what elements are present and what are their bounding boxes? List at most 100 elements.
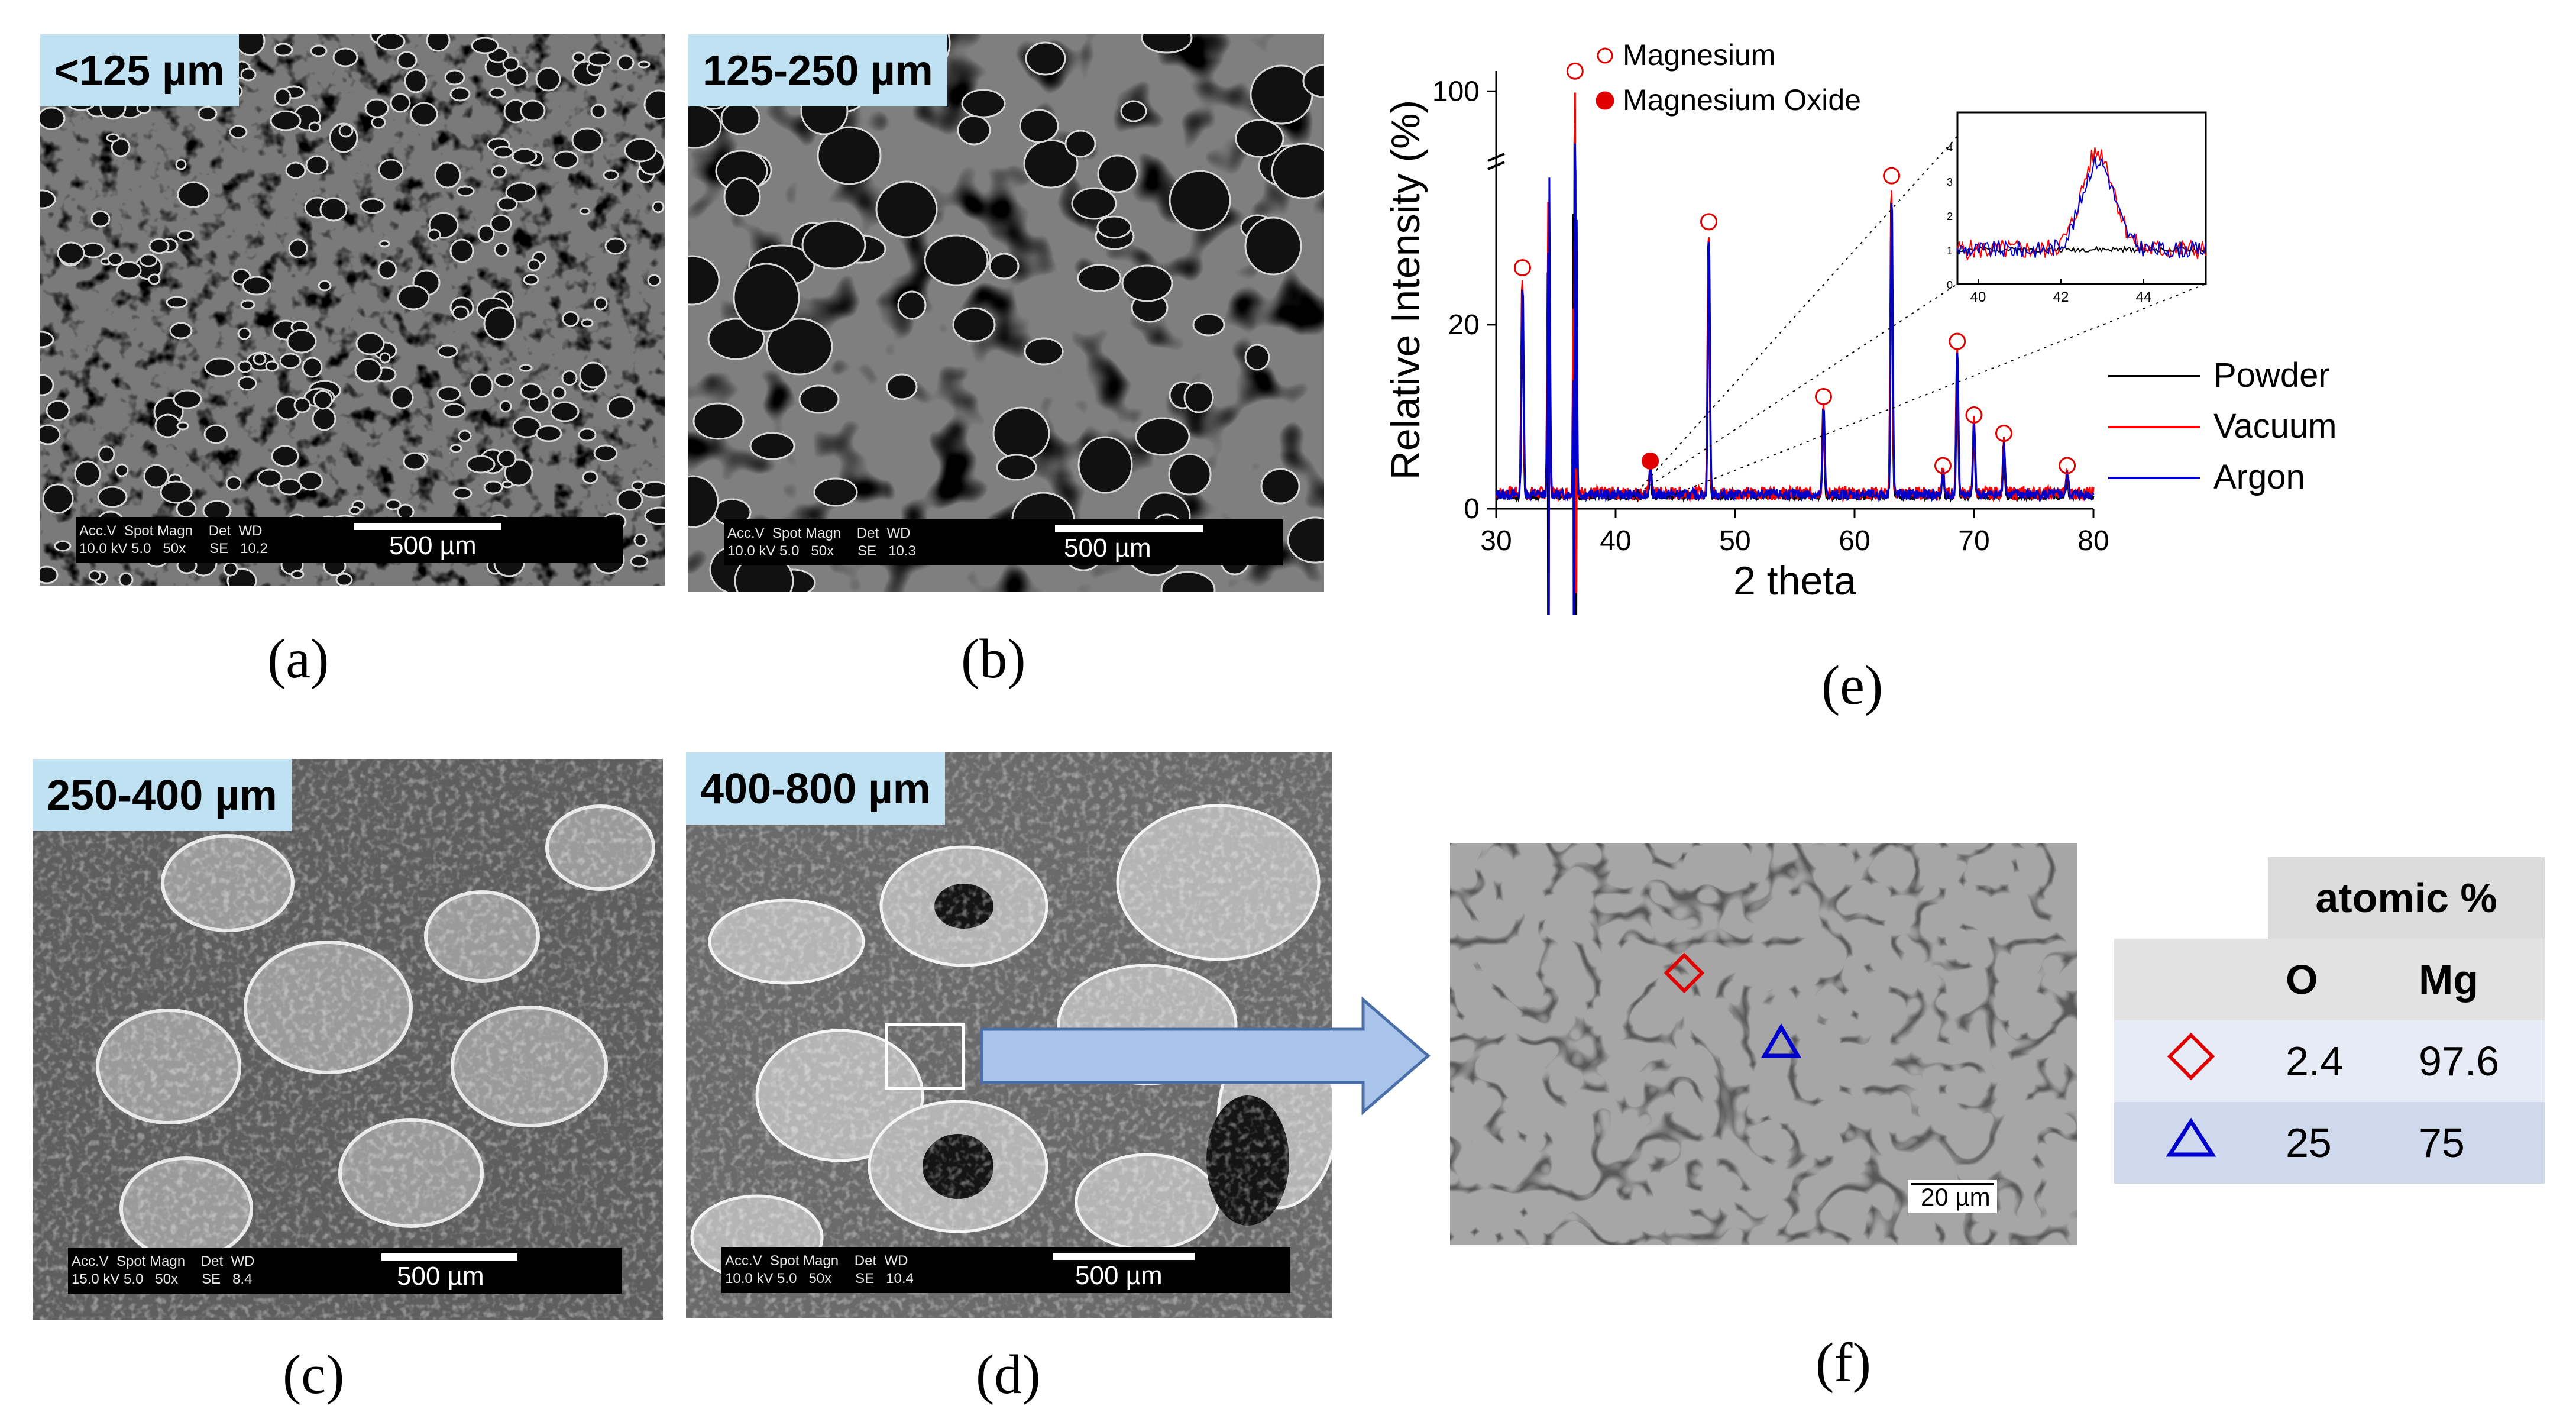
y-tick-label: 20 [1448, 309, 1480, 341]
table-column-row: O Mg [2114, 939, 2545, 1020]
inset-argon-line [1957, 156, 2206, 259]
sem-image-c: 250-400 µm Acc.V Spot Magn Det WD 15.0 k… [33, 759, 663, 1320]
sem-databar-d: Acc.V Spot Magn Det WD 10.0 kV 5.0 50x S… [721, 1247, 1290, 1293]
zoom-line [1632, 283, 1958, 497]
legend-mgo-marker [1596, 91, 1614, 110]
red-diamond-icon [2114, 1020, 2268, 1102]
mg-peak-marker [1566, 62, 1584, 80]
scale-bar [1055, 525, 1203, 532]
cell-o: 25 [2268, 1102, 2401, 1184]
y-tick-label: 0 [1464, 493, 1480, 525]
sem-texture-c [33, 759, 663, 1320]
databar-line1: Acc.V Spot Magn Det WD [72, 1253, 255, 1269]
column-o: O [2268, 939, 2401, 1020]
databar-line1: Acc.V Spot Magn Det WD [725, 1253, 908, 1269]
zoom-line [1632, 135, 1958, 497]
scale-bar [381, 1253, 517, 1261]
zoom-arrow [980, 996, 1431, 1116]
y-tick-label: 100 [1432, 76, 1480, 107]
caption-f: (f) [1816, 1332, 1871, 1394]
zoom-line [1668, 283, 2206, 497]
sem-databar-b: Acc.V Spot Magn Det WD 10.0 kV 5.0 50x S… [724, 519, 1283, 565]
size-label-c: 250-400 µm [33, 759, 292, 831]
sem-image-a: <125 µm Acc.V Spot Magn Det WD 10.0 kV 5… [40, 34, 665, 586]
table-row: 2.4 97.6 [2114, 1020, 2545, 1102]
column-mg: Mg [2401, 939, 2545, 1020]
scale-bar-label-f: 20 µm [1921, 1183, 1991, 1211]
sem-texture-a [40, 34, 665, 586]
scale-bar [1053, 1253, 1195, 1260]
x-tick-label: 40 [1600, 525, 1631, 557]
y-axis-label: Relative Intensity (%) [1383, 100, 1428, 480]
roi-box [885, 1023, 965, 1090]
mg-peak-marker [2059, 457, 2076, 474]
databar-line2: 10.0 kV 5.0 50x SE 10.2 [79, 541, 268, 557]
mg-peak-marker [1883, 167, 1901, 185]
x-tick-label: 30 [1480, 525, 1512, 557]
sem-image-f: 20 µm [1450, 843, 2077, 1245]
x-tick-label: 60 [1839, 525, 1870, 557]
scale-bar [354, 523, 501, 530]
cell-mg: 75 [2401, 1102, 2545, 1184]
caption-a: (a) [267, 628, 329, 690]
caption-c: (c) [283, 1344, 345, 1405]
inset-x-tick-label: 40 [1970, 289, 1986, 305]
mg-peak-marker [1949, 332, 1966, 350]
table-header-row: atomic % [2114, 857, 2545, 939]
axis-break [1487, 161, 1505, 170]
size-label-a: <125 µm [40, 34, 239, 106]
blue-triangle-marker [1761, 1023, 1802, 1058]
legend-mg-marker [1597, 47, 1613, 64]
inset-y-tick-label: 2 [1947, 211, 1953, 222]
size-label-d: 400-800 µm [686, 752, 945, 825]
databar-line2: 10.0 kV 5.0 50x SE 10.3 [727, 543, 916, 559]
legend-mgo-label: Magnesium Oxide [1623, 83, 1861, 117]
legend-label-vacuum: Vacuum [2213, 407, 2336, 445]
x-axis-label: 2 theta [1733, 558, 1856, 603]
sem-image-b: 125-250 µm Acc.V Spot Magn Det WD 10.0 k… [688, 34, 1324, 592]
x-tick-label: 50 [1719, 525, 1750, 557]
legend-label-powder: Powder [2213, 356, 2330, 395]
mgo-peak-marker [1642, 452, 1659, 470]
size-label-b: 125-250 µm [688, 34, 947, 106]
mg-peak-marker [1965, 406, 1983, 424]
table-row: 25 75 [2114, 1102, 2545, 1184]
databar-line1: Acc.V Spot Magn Det WD [79, 523, 263, 539]
scale-bar-label: 500 µm [389, 531, 477, 560]
mg-peak-marker [1995, 425, 2012, 442]
databar-line1: Acc.V Spot Magn Det WD [727, 525, 911, 541]
mg-peak-marker [1814, 387, 1832, 405]
sem-databar-a: Acc.V Spot Magn Det WD 10.0 kV 5.0 50x S… [76, 517, 623, 563]
mg-peak-marker [1934, 457, 1952, 474]
axis-break [1487, 153, 1505, 162]
legend-label-argon: Argon [2213, 458, 2305, 496]
scale-bar-label: 500 µm [397, 1262, 484, 1291]
mg-peak-marker [1513, 259, 1531, 277]
scale-bar-label: 500 µm [1075, 1261, 1163, 1290]
sem-databar-c: Acc.V Spot Magn Det WD 15.0 kV 5.0 50x S… [68, 1248, 622, 1294]
inset-frame [1956, 111, 2207, 285]
databar-line2: 10.0 kV 5.0 50x SE 10.4 [725, 1271, 914, 1287]
inset-x-tick-label: 44 [2136, 289, 2152, 305]
caption-b: (b) [961, 628, 1026, 690]
inset-y-tick-label: 1 [1947, 245, 1953, 257]
mg-peak-marker [1700, 213, 1718, 231]
cell-mg: 97.6 [2401, 1020, 2545, 1102]
blue-triangle-icon [2114, 1102, 2268, 1184]
sem-image-d: 400-800 µm Acc.V Spot Magn Det WD 10.0 k… [686, 752, 1332, 1318]
x-tick-label: 80 [2077, 525, 2109, 557]
table-header-atomic: atomic % [2268, 857, 2545, 939]
inset-y-tick-label: 4 [1947, 142, 1953, 154]
sem-texture-f [1450, 843, 2077, 1245]
caption-d: (d) [976, 1344, 1041, 1405]
series-argon-line [1495, 143, 2095, 615]
legend-mg-label: Magnesium [1623, 38, 1775, 72]
scale-bar-label: 500 µm [1064, 534, 1151, 563]
databar-line2: 15.0 kV 5.0 50x SE 8.4 [72, 1271, 253, 1287]
inset-y-tick-label: 3 [1947, 176, 1953, 188]
edx-table: atomic % O Mg 2.4 97.6 25 75 [2114, 857, 2545, 1184]
sem-texture-b [688, 34, 1324, 592]
red-diamond-marker [1664, 952, 1705, 994]
inset-x-tick-label: 42 [2053, 289, 2069, 305]
